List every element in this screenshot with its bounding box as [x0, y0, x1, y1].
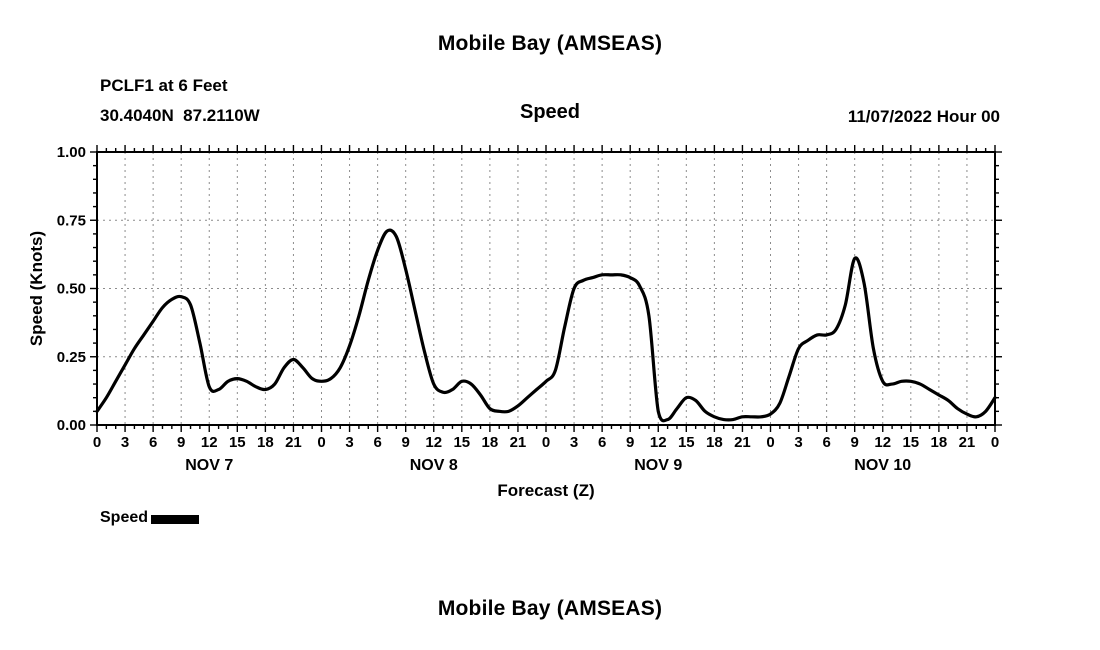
svg-text:NOV 7: NOV 7 [185, 457, 233, 474]
svg-text:6: 6 [149, 434, 157, 451]
svg-text:0: 0 [542, 434, 550, 451]
svg-text:9: 9 [402, 434, 410, 451]
svg-text:18: 18 [931, 434, 948, 451]
svg-text:0: 0 [93, 434, 101, 451]
svg-text:15: 15 [453, 434, 470, 451]
plot-frame [96, 151, 996, 426]
svg-text:15: 15 [902, 434, 919, 451]
svg-text:9: 9 [851, 434, 859, 451]
svg-text:12: 12 [874, 434, 891, 451]
svg-text:6: 6 [598, 434, 606, 451]
svg-text:9: 9 [626, 434, 634, 451]
page-title: Mobile Bay (AMSEAS) [437, 32, 663, 55]
svg-text:15: 15 [229, 434, 246, 451]
grid-lines [97, 152, 995, 425]
y-axis-title: Speed (Knots) [27, 231, 46, 346]
next-chart-title: Mobile Bay (AMSEAS) [437, 597, 663, 620]
svg-text:21: 21 [285, 434, 302, 451]
svg-text:18: 18 [257, 434, 274, 451]
svg-text:12: 12 [650, 434, 667, 451]
svg-text:0: 0 [317, 434, 325, 451]
svg-text:9: 9 [177, 434, 185, 451]
x-axis-title: Forecast (Z) [497, 481, 594, 500]
speed-line [95, 228, 997, 423]
svg-text:3: 3 [121, 434, 129, 451]
svg-text:Forecast (Z): Forecast (Z) [497, 481, 594, 500]
svg-text:Speed (Knots): Speed (Knots) [27, 231, 46, 346]
svg-text:NOV 9: NOV 9 [634, 457, 682, 474]
station-label: PCLF1 at 6 Feet [100, 76, 228, 95]
svg-text:6: 6 [373, 434, 381, 451]
svg-text:NOV 10: NOV 10 [854, 457, 911, 474]
svg-text:12: 12 [425, 434, 442, 451]
svg-text:0.50: 0.50 [57, 281, 86, 298]
svg-text:18: 18 [482, 434, 499, 451]
day-labels: NOV 7 NOV 8 NOV 9 NOV 10 [185, 457, 911, 474]
svg-text:1.00: 1.00 [57, 144, 86, 161]
x-tick-labels: 0 3 6 9 12 15 18 21 0 3 6 9 12 15 18 21 0 3 6 9 12 15 18 21 0 3 6 9… [93, 434, 999, 451]
svg-text:0.25: 0.25 [57, 349, 86, 366]
svg-text:0.75: 0.75 [57, 212, 86, 229]
svg-text:0.00: 0.00 [57, 417, 86, 434]
svg-text:3: 3 [570, 434, 578, 451]
legend-swatch [151, 514, 200, 524]
legend-label: Speed [100, 509, 149, 526]
svg-text:21: 21 [510, 434, 527, 451]
svg-text:15: 15 [678, 434, 695, 451]
svg-text:0: 0 [991, 434, 999, 451]
forecast-datetime: 11/07/2022 Hour 00 [847, 107, 1000, 126]
svg-text:21: 21 [734, 434, 751, 451]
svg-text:12: 12 [201, 434, 218, 451]
y-tick-labels: 0.00 0.25 0.50 0.75 1.00 [57, 144, 86, 434]
svg-text:6: 6 [822, 434, 830, 451]
svg-text:NOV 8: NOV 8 [410, 457, 458, 474]
chart-subtitle: Speed [519, 101, 581, 123]
svg-text:18: 18 [706, 434, 723, 451]
svg-text:3: 3 [345, 434, 353, 451]
legend: Speed [100, 509, 200, 527]
svg-text:21: 21 [959, 434, 976, 451]
svg-text:0: 0 [766, 434, 774, 451]
station-coordinates: 30.4040N 87.2110W [100, 106, 260, 125]
svg-text:3: 3 [794, 434, 802, 451]
